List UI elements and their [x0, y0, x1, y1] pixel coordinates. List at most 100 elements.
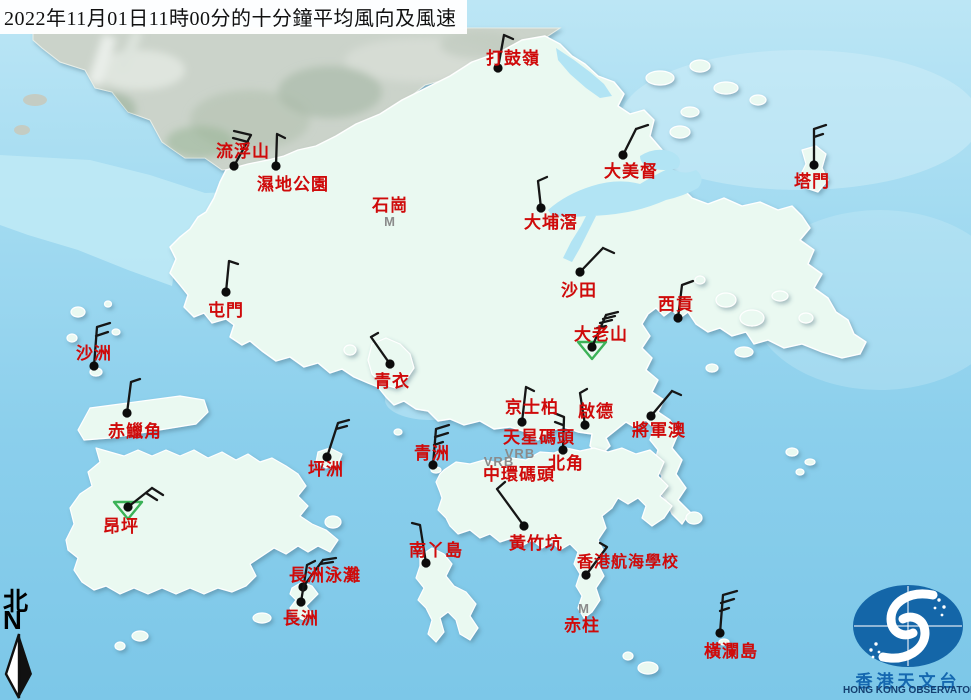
- station-dot: [519, 521, 529, 531]
- wind-barb-icon: [578, 246, 616, 274]
- station-label-peng-chau: 坪洲: [308, 460, 344, 479]
- station-label-tap-mun: 塔門: [794, 171, 830, 191]
- station-dot: [421, 558, 431, 568]
- station-tap-mun: [809, 123, 828, 170]
- station-ta-kwu-ling: [493, 33, 515, 73]
- shenzhen-islet: [23, 94, 47, 106]
- strong-wind-triangle-icon: [112, 500, 144, 521]
- station-dot: [587, 342, 597, 352]
- wind-barb-icon: [718, 589, 739, 635]
- hko-name-english: HONG KONG OBSERVATORY: [843, 685, 971, 696]
- station-label-green-island: 青洲: [414, 443, 450, 463]
- station-dot: [123, 502, 133, 512]
- wind-barb-icon: [274, 132, 287, 168]
- compass-north-hanzi: 北: [3, 589, 29, 616]
- station-label-stanley: 赤柱: [564, 615, 600, 635]
- station-tates-cairn: [576, 310, 620, 361]
- islands: [65, 59, 829, 675]
- station-kings-park: [517, 385, 536, 427]
- station-label-sha-tin: 沙田: [561, 281, 597, 300]
- station-tai-mei-tuk: [618, 123, 650, 160]
- station-label-wetland-park: 濕地公園: [257, 174, 329, 194]
- wind-barb-icon: [621, 123, 650, 157]
- station-dot: [558, 445, 568, 455]
- wind-barb-icon: [125, 377, 142, 415]
- wind-barb-icon: [495, 480, 526, 528]
- station-label-tates-cairn: 大老山: [574, 324, 628, 344]
- wind-barb-icon: [325, 418, 351, 459]
- station-dot: [271, 161, 281, 171]
- airport-platform: [77, 395, 209, 441]
- station-label-ta-kwu-ling: 打鼓嶺: [486, 48, 540, 68]
- station-label-north-point: 北角: [548, 453, 584, 473]
- wind-barb-icon: [590, 310, 620, 349]
- station-dot: [229, 161, 239, 171]
- station-sha-tin: [575, 246, 616, 277]
- hko-logo: 香港天文台 HONG KONG OBSERVATORY: [843, 582, 971, 700]
- station-chek-lap-kok: [122, 377, 142, 418]
- station-label-lau-fau-shan: 流浮山: [216, 141, 270, 161]
- station-kai-tak: [578, 387, 590, 430]
- station-dot: [296, 597, 306, 607]
- north-compass: 北 N: [1, 582, 41, 700]
- station-wong-chuk-hang: [495, 480, 529, 531]
- station-label-shek-kong: 石崗: [371, 196, 408, 215]
- wind-barb-icon: [299, 559, 317, 604]
- station-label-kai-tak: 啟德: [578, 401, 614, 421]
- wind-barb-icon: [552, 411, 566, 452]
- station-dot: [122, 408, 132, 418]
- station-sai-kung: [673, 279, 695, 323]
- station-waglan-island: [715, 589, 739, 638]
- station-label-ngong-ping: 昂坪: [103, 517, 139, 536]
- station-cheung-chau: [296, 559, 317, 607]
- station-label-hk-sea-school: 香港航海學校: [576, 552, 679, 571]
- station-dot: [322, 452, 332, 462]
- wind-barb-icon: [92, 321, 112, 368]
- station-tsing-yi: [369, 331, 395, 369]
- hko-name-chinese: 香港天文台: [855, 672, 961, 691]
- station-dot: [715, 628, 725, 638]
- station-dot: [575, 267, 585, 277]
- hko-logo-icon: [853, 585, 963, 667]
- wind-barb-icon: [584, 541, 609, 577]
- wind-barb-icon: [496, 33, 515, 70]
- station-dot: [89, 361, 99, 371]
- wind-barb-icon: [224, 259, 240, 294]
- station-note-stanley: M: [578, 601, 590, 616]
- station-label-sha-chau: 沙洲: [76, 344, 112, 363]
- station-north-point: [552, 411, 568, 455]
- station-note-star-ferry: VRB: [505, 446, 535, 461]
- station-dot: [428, 460, 438, 470]
- station-dot: [809, 160, 819, 170]
- strong-wind-triangle-icon: [576, 340, 608, 361]
- tolo-harbour-water: [548, 48, 702, 262]
- sea-shallow-patch: [620, 50, 971, 190]
- station-label-tseung-kwan-o: 將軍澳: [632, 420, 686, 440]
- wind-barb-icon: [649, 389, 683, 418]
- wind-barb-icon: [676, 279, 695, 320]
- wind-barb-icon: [812, 123, 828, 167]
- wind-barb-icon: [520, 385, 536, 424]
- station-peng-chau: [322, 418, 351, 462]
- station-label-cheung-chau: 長洲: [283, 609, 319, 628]
- station-label-tai-mei-tuk: 大美督: [604, 161, 658, 181]
- wind-barb-icon: [126, 486, 165, 509]
- north-arrow-icon: [4, 633, 32, 699]
- station-dot: [618, 150, 628, 160]
- station-note-shek-kong: M: [384, 214, 396, 229]
- station-lau-fau-shan: [229, 129, 253, 171]
- station-green-island: [428, 423, 451, 470]
- station-label-lamma-island: 南丫島: [409, 540, 463, 560]
- station-dot: [646, 411, 656, 421]
- wind-barb-icon: [410, 521, 428, 565]
- station-dot: [536, 203, 546, 213]
- wind-barb-icon: [431, 423, 451, 467]
- stations-layer: [89, 33, 828, 638]
- wind-barb-icon: [369, 331, 392, 366]
- station-dot: [517, 417, 527, 427]
- station-label-central-pier: 中環碼頭: [483, 464, 555, 484]
- station-tuen-mun: [221, 259, 240, 297]
- station-dot: [493, 63, 503, 73]
